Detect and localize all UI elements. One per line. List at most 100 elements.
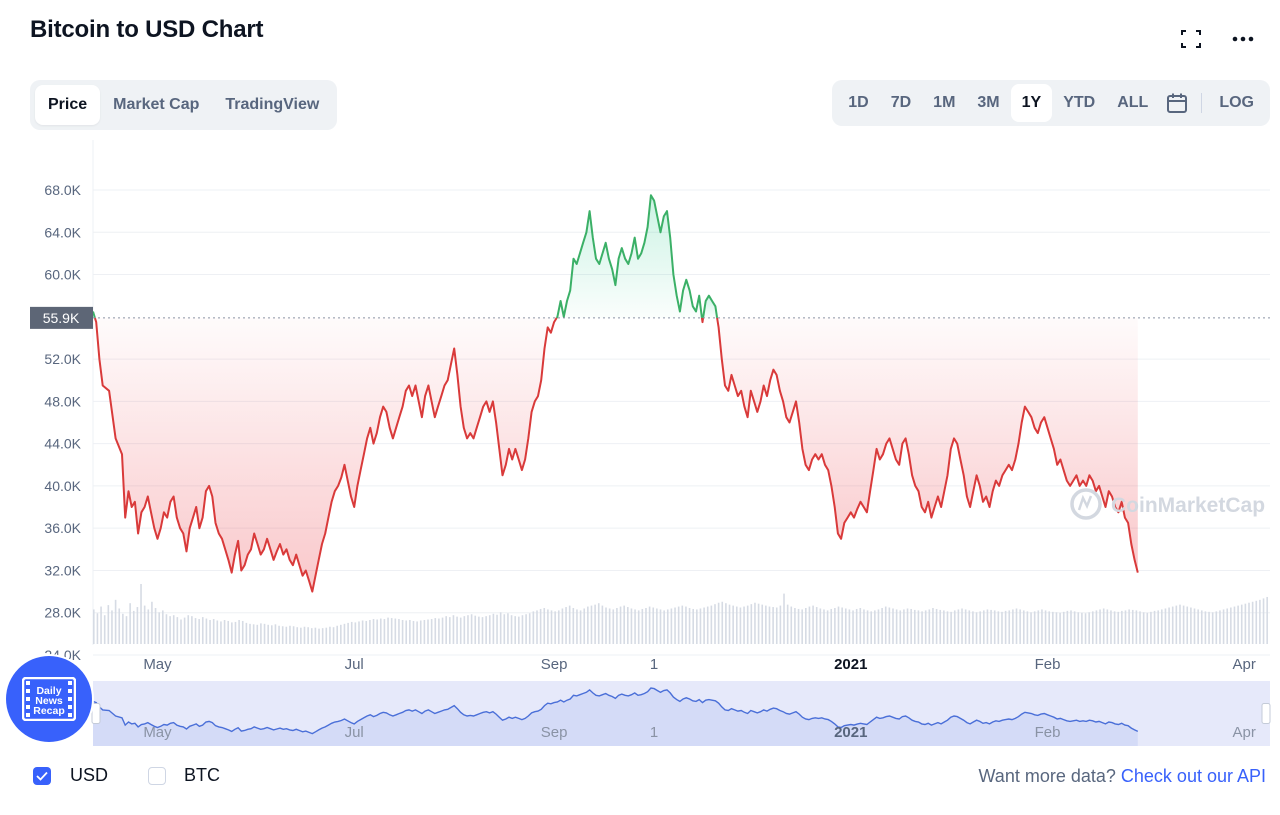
fullscreen-icon[interactable] — [1178, 28, 1204, 50]
volume-bar — [761, 604, 764, 644]
baseline-marker: 55.9K — [30, 306, 1270, 329]
calendar-icon[interactable] — [1159, 84, 1195, 122]
volume-bar — [405, 620, 408, 644]
price-line-up — [92, 311, 96, 319]
volume-bar — [158, 612, 160, 644]
volume-bar — [227, 620, 230, 644]
range-navigator[interactable]: May Jul Sep 1 2021 Feb Apr — [91, 681, 1271, 746]
volume-bar — [1193, 608, 1196, 644]
volume-bar — [746, 605, 749, 644]
volume-bar — [884, 606, 887, 644]
volume-bar — [1164, 608, 1167, 644]
price-chart[interactable]: 55.9K 24.0K28.0K32.0K36.0K40.0K44.0K48.0… — [0, 140, 1280, 755]
volume-bar — [532, 611, 535, 644]
x-tick-label: 2021 — [834, 656, 867, 673]
y-axis: 24.0K28.0K32.0K36.0K40.0K44.0K48.0K52.0K… — [44, 182, 81, 663]
volume-bar — [231, 622, 233, 644]
range-1d[interactable]: 1D — [848, 94, 869, 111]
volume-bar — [1008, 610, 1011, 644]
volume-bar — [1186, 606, 1189, 644]
volume-bar — [1219, 610, 1221, 644]
volume-bar — [808, 606, 811, 644]
volume-bar — [518, 616, 520, 644]
tab-price[interactable]: Price — [35, 85, 101, 125]
volume-bar — [336, 625, 338, 644]
volume-bar — [438, 618, 440, 644]
range-3m[interactable]: 3M — [977, 94, 1000, 111]
volume-bar — [1135, 610, 1138, 644]
more-dots-glyph — [1232, 36, 1254, 42]
volume-bar — [1215, 611, 1218, 644]
volume-bar — [874, 610, 876, 644]
btc-checkbox[interactable] — [148, 766, 167, 785]
volume-bar — [329, 626, 331, 644]
coinmarketcap-logo-icon — [1070, 488, 1102, 520]
volume-bar — [972, 611, 974, 644]
volume-bar — [93, 609, 95, 644]
volume-bar — [1102, 608, 1105, 644]
volume-bar — [307, 627, 309, 644]
volume-bar — [488, 615, 491, 644]
coinmarketcap-wordmark: CoinMarketCap — [1111, 494, 1265, 517]
volume-bar — [220, 621, 222, 644]
volume-bar — [943, 610, 945, 644]
volume-bar — [107, 605, 110, 644]
range-7d[interactable]: 7D — [890, 94, 912, 111]
navigator-label: 2021 — [834, 724, 867, 741]
api-link[interactable]: Check out our API — [1120, 766, 1266, 786]
volume-bar — [757, 603, 760, 644]
volume-bar — [950, 611, 952, 644]
log-toggle[interactable]: LOG — [1219, 94, 1254, 111]
coinmarketcap-watermark: CoinMarketCap — [1070, 488, 1265, 520]
volume-bar — [779, 605, 782, 644]
volume-bar — [688, 608, 691, 644]
range-ytd[interactable]: YTD — [1063, 94, 1096, 111]
volume-bar — [594, 604, 596, 644]
x-tick-label: May — [143, 656, 172, 673]
usd-checkbox[interactable] — [33, 766, 51, 785]
volume-bar — [1240, 604, 1243, 644]
page-title: Bitcoin to USD Chart — [30, 16, 264, 43]
volume-bar — [456, 616, 458, 644]
y-tick-label: 52.0K — [44, 351, 81, 367]
y-tick-label: 44.0K — [44, 436, 81, 452]
volume-bar — [183, 617, 186, 644]
volume-bar — [492, 613, 495, 644]
volume-bar — [154, 608, 157, 644]
navigator-handle-right[interactable] — [1261, 703, 1271, 724]
volume-bar — [692, 608, 694, 644]
volume-bar — [841, 607, 843, 644]
navigator-handle-left[interactable] — [91, 703, 101, 724]
volume-bar — [449, 617, 451, 644]
volume-bar — [463, 616, 466, 644]
volume-bar — [739, 607, 742, 644]
volume-bar — [1022, 610, 1025, 644]
volume-bar — [993, 610, 996, 644]
volume-bar — [703, 607, 705, 644]
more-dots-icon[interactable] — [1230, 28, 1256, 50]
range-1y[interactable]: 1Y — [1010, 84, 1053, 122]
volume-bar — [550, 610, 553, 644]
volume-bar — [151, 601, 153, 644]
volume-bar — [1171, 606, 1174, 644]
area-fill-up — [556, 195, 702, 318]
volume-bar — [597, 603, 600, 644]
volume-bar — [536, 610, 538, 644]
volume-bar — [1113, 611, 1116, 644]
volume-bar — [881, 608, 883, 644]
x-axis: May Jul Sep 1 2021 Feb Apr — [143, 656, 1256, 673]
range-1m[interactable]: 1M — [933, 94, 956, 111]
volume-bar — [863, 609, 865, 644]
volume-bar — [1131, 609, 1134, 644]
daily-news-recap-badge: Daily News Recap — [6, 656, 92, 742]
badge-film-frame: Daily News Recap — [22, 677, 76, 721]
tab-tradingview[interactable]: TradingView — [225, 96, 320, 113]
range-all[interactable]: ALL — [1117, 94, 1149, 111]
y-tick-label: 32.0K — [44, 562, 81, 578]
tab-market-cap[interactable]: Market Cap — [113, 96, 200, 113]
x-tick-label: Feb — [1035, 656, 1061, 673]
volume-bar — [990, 609, 992, 644]
volume-bar — [1106, 609, 1109, 644]
volume-bar — [238, 620, 240, 644]
volume-bar — [906, 608, 909, 644]
